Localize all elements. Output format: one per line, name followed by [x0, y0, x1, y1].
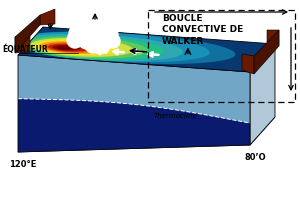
Polygon shape — [44, 42, 100, 53]
Circle shape — [92, 32, 110, 50]
Circle shape — [85, 37, 101, 53]
Polygon shape — [48, 44, 90, 52]
Polygon shape — [30, 38, 133, 57]
Polygon shape — [23, 34, 183, 61]
Text: Thermocline: Thermocline — [154, 113, 198, 119]
Circle shape — [106, 34, 120, 48]
Circle shape — [69, 23, 91, 45]
Polygon shape — [267, 30, 279, 46]
Text: 80’O: 80’O — [244, 153, 266, 162]
Polygon shape — [250, 44, 275, 145]
Polygon shape — [18, 27, 275, 72]
Polygon shape — [34, 39, 119, 55]
Circle shape — [78, 31, 96, 49]
Polygon shape — [26, 37, 147, 59]
Text: BOUCLE
CONVECTIVE DE
WALKER: BOUCLE CONVECTIVE DE WALKER — [162, 14, 243, 46]
Circle shape — [96, 39, 110, 53]
Text: 120°E: 120°E — [9, 160, 37, 169]
Polygon shape — [24, 32, 210, 62]
Polygon shape — [15, 15, 40, 53]
Polygon shape — [18, 55, 250, 152]
Circle shape — [82, 15, 108, 41]
Polygon shape — [242, 54, 254, 74]
Polygon shape — [24, 32, 236, 64]
Polygon shape — [18, 99, 250, 152]
Circle shape — [98, 25, 118, 45]
Polygon shape — [39, 41, 109, 54]
Polygon shape — [40, 9, 55, 25]
Polygon shape — [18, 55, 250, 123]
Polygon shape — [57, 46, 71, 49]
Polygon shape — [18, 117, 275, 152]
Polygon shape — [15, 33, 30, 53]
Polygon shape — [254, 30, 279, 74]
Polygon shape — [24, 35, 164, 60]
Polygon shape — [52, 45, 80, 51]
Text: ÉQUATEUR: ÉQUATEUR — [2, 44, 48, 54]
Circle shape — [67, 32, 83, 48]
